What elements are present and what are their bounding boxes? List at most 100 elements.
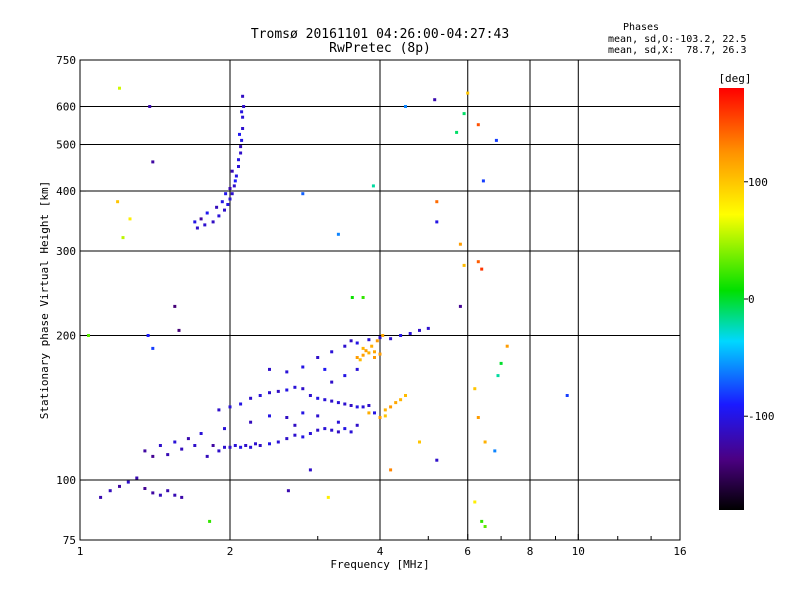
- grid-lines: [80, 60, 680, 540]
- data-point: [367, 351, 371, 355]
- data-point: [458, 304, 462, 308]
- data-point: [476, 416, 480, 419]
- data-point: [361, 346, 365, 350]
- data-point: [308, 468, 312, 472]
- data-point: [232, 184, 236, 188]
- data-point: [361, 405, 365, 409]
- data-point: [239, 145, 243, 149]
- data-point: [241, 115, 245, 119]
- data-point: [367, 338, 371, 342]
- colorbar-tick-label: -100: [748, 410, 775, 423]
- y-tick-label: 600: [56, 101, 76, 114]
- data-point: [308, 432, 312, 435]
- data-point: [143, 449, 147, 453]
- data-point: [455, 130, 459, 134]
- data-point: [330, 399, 334, 403]
- data-point: [433, 98, 437, 102]
- data-point: [301, 365, 305, 369]
- y-axis-label: Stationary phase Virtual Height [km]: [38, 181, 51, 419]
- data-point: [493, 449, 497, 453]
- data-point: [466, 91, 470, 95]
- data-point: [177, 328, 181, 332]
- y-tick-label: 100: [56, 474, 76, 487]
- data-point: [373, 411, 376, 415]
- data-point: [228, 197, 232, 201]
- data-point: [323, 398, 327, 402]
- data-point: [404, 394, 407, 397]
- data-point: [364, 349, 368, 353]
- data-point: [268, 414, 271, 418]
- chart-title: Tromsø 20161101 04:26:00-04:27:43: [251, 27, 509, 42]
- data-point: [151, 491, 155, 495]
- data-point: [383, 408, 387, 412]
- data-point: [230, 169, 234, 173]
- data-point: [316, 428, 320, 432]
- data-point: [99, 495, 103, 499]
- stats-heading: Phases: [623, 22, 659, 33]
- data-point: [373, 356, 376, 359]
- x-tick-label: 2: [227, 545, 234, 558]
- data-point: [371, 184, 375, 188]
- data-point: [233, 444, 237, 447]
- data-point: [276, 389, 280, 393]
- data-point: [148, 105, 152, 108]
- data-point: [158, 444, 162, 447]
- data-point: [330, 380, 334, 384]
- data-point: [228, 187, 232, 190]
- data-point: [323, 367, 327, 371]
- data-point: [158, 493, 162, 497]
- data-point: [370, 344, 374, 348]
- y-tick-label: 75: [63, 534, 76, 547]
- data-point: [565, 394, 569, 397]
- data-point: [361, 296, 365, 299]
- data-point: [389, 405, 393, 409]
- data-point: [378, 336, 382, 340]
- data-point: [223, 208, 226, 212]
- data-point: [233, 179, 237, 183]
- data-point: [301, 387, 305, 391]
- data-point: [301, 192, 305, 196]
- data-point: [293, 423, 297, 427]
- data-point: [473, 387, 477, 391]
- data-point: [301, 435, 305, 439]
- data-point: [249, 396, 253, 400]
- data-point: [330, 350, 334, 354]
- data-point: [151, 454, 155, 458]
- data-point: [217, 214, 221, 218]
- data-point: [483, 440, 487, 444]
- data-point: [87, 334, 90, 337]
- y-ticks: 75 100 200 300 400 500 600 750: [56, 54, 86, 547]
- data-point: [180, 447, 184, 451]
- data-point: [217, 408, 221, 412]
- data-point: [118, 484, 121, 488]
- data-point: [435, 200, 439, 204]
- x-ticks: 1 2 4 6 8 10 16: [77, 534, 687, 558]
- data-point: [208, 519, 212, 523]
- data-point: [211, 220, 215, 224]
- data-point: [239, 402, 243, 406]
- data-point: [217, 449, 221, 453]
- x-tick-label: 8: [527, 545, 534, 558]
- data-point: [343, 402, 347, 406]
- data-point: [241, 94, 245, 98]
- data-point: [238, 132, 241, 136]
- data-points: [87, 86, 569, 528]
- data-point: [286, 489, 290, 493]
- data-point: [494, 138, 498, 142]
- data-point: [355, 405, 359, 409]
- data-point: [241, 127, 245, 130]
- data-point: [228, 445, 232, 449]
- data-point: [476, 123, 480, 127]
- data-point: [151, 346, 155, 350]
- data-point: [205, 454, 209, 458]
- data-point: [358, 358, 362, 362]
- data-point: [308, 394, 312, 397]
- data-point: [399, 398, 403, 402]
- data-point: [128, 217, 132, 221]
- data-point: [258, 394, 262, 397]
- data-point: [399, 334, 403, 337]
- data-point: [276, 440, 280, 444]
- data-point: [499, 361, 503, 365]
- colorbar-tick-label: 100: [748, 176, 768, 189]
- y-tick-label: 400: [56, 185, 76, 198]
